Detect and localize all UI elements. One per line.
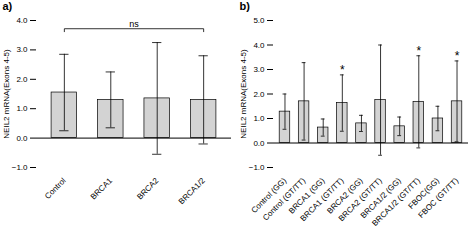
- svg-text:BRCA1/2: BRCA1/2: [177, 176, 207, 206]
- svg-text:BRCA2 (GT/TT): BRCA2 (GT/TT): [336, 176, 384, 224]
- svg-text:5.0: 5.0: [253, 16, 265, 25]
- svg-text:Control (GG): Control (GG): [249, 176, 289, 215]
- svg-text:4.0: 4.0: [253, 41, 265, 50]
- svg-text:Control: Control: [43, 176, 68, 201]
- svg-text:1.0: 1.0: [253, 114, 265, 123]
- svg-text:−1.0: −1.0: [12, 163, 28, 172]
- svg-text:−1.0: −1.0: [249, 163, 265, 172]
- svg-text:BRCA1 (GT/TT): BRCA1 (GT/TT): [298, 176, 346, 224]
- svg-text:FBOC (GT/TT): FBOC (GT/TT): [416, 176, 460, 220]
- svg-text:BRCA2 (GG): BRCA2 (GG): [325, 176, 365, 216]
- svg-text:3.0: 3.0: [16, 45, 28, 54]
- svg-text:3.0: 3.0: [253, 65, 265, 74]
- svg-text:*: *: [416, 44, 421, 58]
- svg-text:BRCA1 (GG): BRCA1 (GG): [287, 176, 327, 216]
- svg-text:NEIL2 mRNA(Exons 4-5): NEIL2 mRNA(Exons 4-5): [239, 49, 248, 139]
- svg-text:*: *: [455, 49, 460, 63]
- svg-text:a): a): [3, 0, 13, 12]
- svg-text:1.0: 1.0: [16, 104, 28, 113]
- svg-text:NEIL2 mRNA(Exons 4-5): NEIL2 mRNA(Exons 4-5): [2, 49, 11, 139]
- svg-text:b): b): [240, 0, 251, 12]
- svg-text:0.0: 0.0: [16, 134, 28, 143]
- svg-text:*: *: [340, 63, 345, 77]
- svg-text:2.0: 2.0: [253, 90, 265, 99]
- svg-text:4.0: 4.0: [16, 16, 28, 25]
- svg-text:2.0: 2.0: [16, 75, 28, 84]
- svg-text:0.0: 0.0: [253, 139, 265, 148]
- svg-text:BRCA1/2 (GG): BRCA1/2 (GG): [358, 176, 403, 221]
- svg-text:FBOC(GG): FBOC(GG): [406, 176, 442, 211]
- svg-text:BRCA1: BRCA1: [89, 176, 115, 202]
- svg-text:BRCA2: BRCA2: [135, 176, 161, 202]
- svg-text:ns: ns: [129, 19, 139, 29]
- svg-text:Control (GT/TT): Control (GT/TT): [261, 176, 308, 223]
